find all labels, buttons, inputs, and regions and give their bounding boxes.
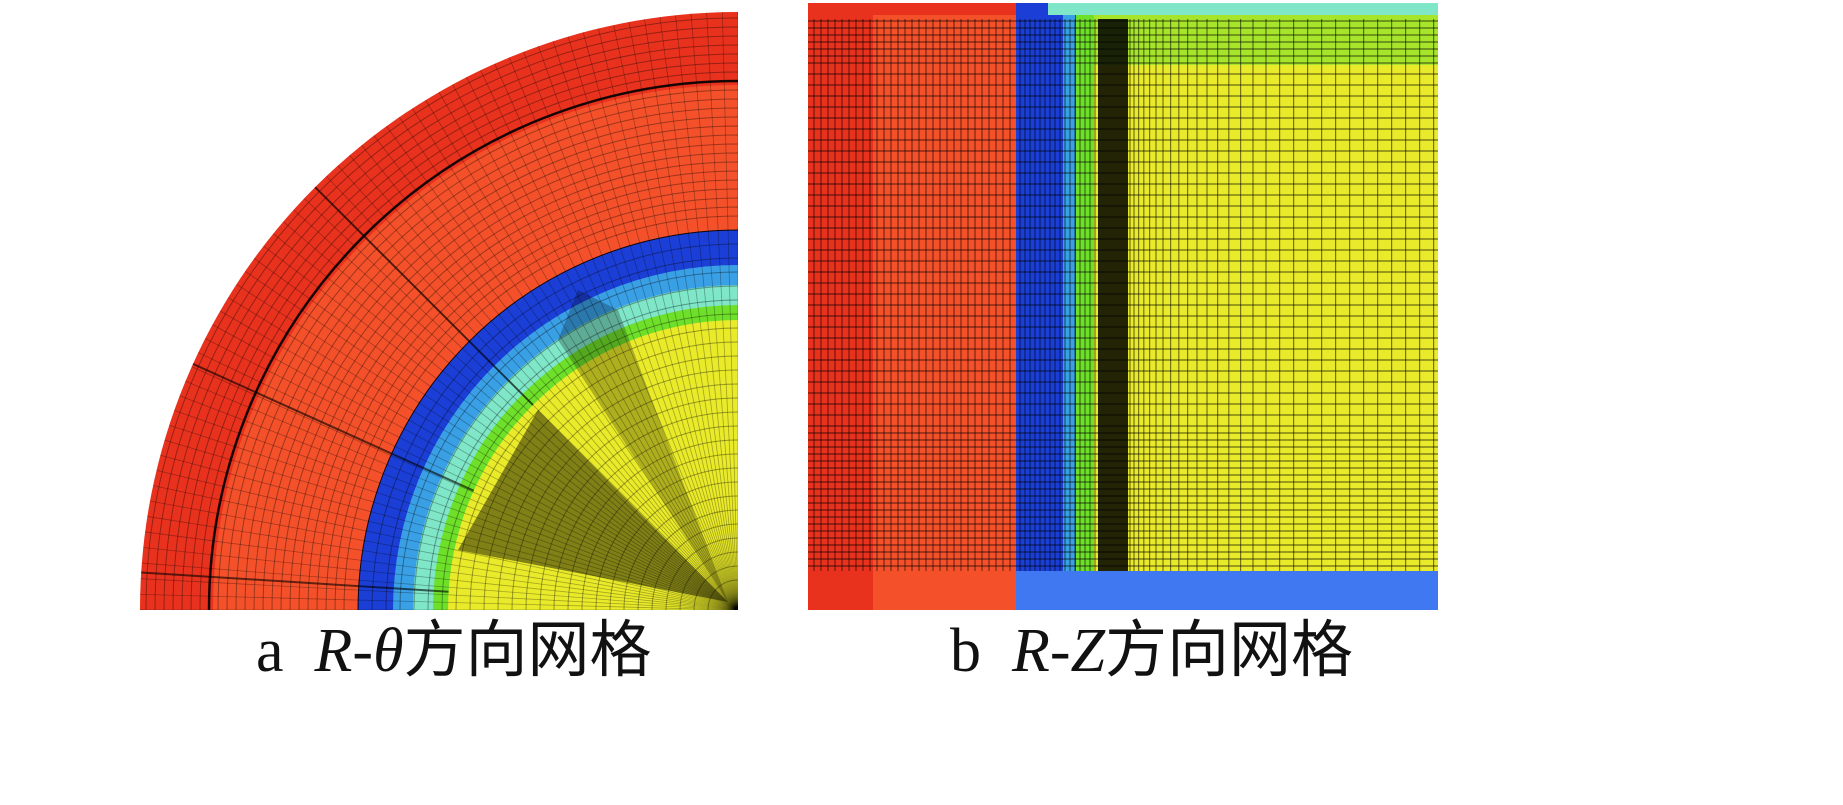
- mesh-r-z-figure: [808, 3, 1438, 610]
- caption-a: a R-θ方向网格: [256, 620, 652, 682]
- r-z-top-blue-band: [1016, 3, 1048, 15]
- caption-b-sep: -: [1049, 617, 1071, 685]
- caption-b-var1: R: [1012, 617, 1050, 685]
- mesh-r-theta-canvas: [140, 12, 738, 610]
- mesh-r-z-canvas: [808, 3, 1438, 610]
- r-z-grid-lines: [808, 19, 1438, 571]
- r-z-orange-column: [873, 3, 1016, 610]
- caption-a-var1: R: [314, 617, 353, 685]
- r-z-dark-column: [1098, 19, 1128, 571]
- caption-b-letter: b: [950, 617, 981, 685]
- caption-a-var2: θ: [373, 617, 404, 685]
- caption-a-sep: -: [352, 617, 374, 685]
- r-z-bottom-blue-band: [1016, 571, 1438, 610]
- caption-b-suffix: 方向网格: [1105, 617, 1354, 685]
- r-theta-grid-lines: [140, 12, 738, 610]
- caption-b: b R-Z方向网格: [950, 620, 1353, 682]
- r-z-top-cyan-band: [1048, 3, 1438, 15]
- r-z-light-blue-strip: [1063, 3, 1075, 610]
- r-z-red-column: [808, 3, 873, 610]
- yellow-core: [448, 320, 738, 610]
- mesh-r-theta-figure: [128, 10, 738, 610]
- r-z-bottom-red-band: [808, 571, 873, 610]
- caption-a-letter: a: [256, 617, 284, 685]
- r-z-bottom-orange-band: [873, 571, 1016, 610]
- caption-b-var2: Z: [1070, 617, 1106, 685]
- r-z-top-red-band: [808, 3, 1016, 15]
- caption-a-suffix: 方向网格: [403, 617, 652, 685]
